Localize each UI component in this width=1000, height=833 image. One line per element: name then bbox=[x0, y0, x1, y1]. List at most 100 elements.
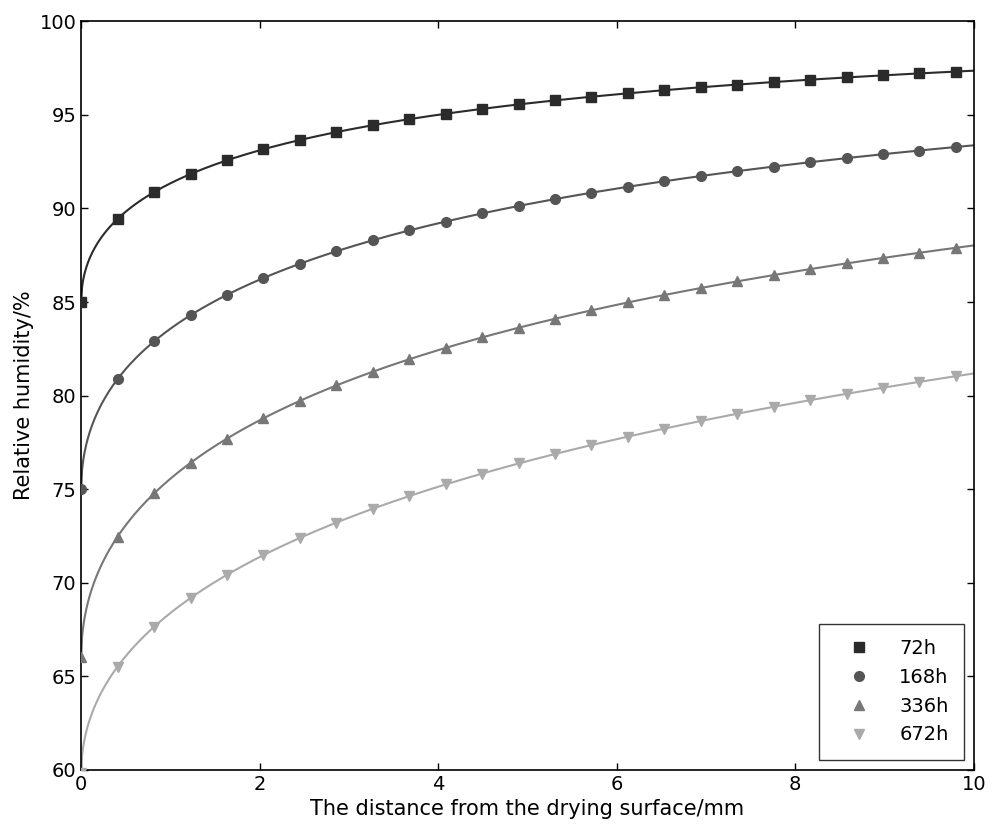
672h bbox=[585, 440, 597, 450]
672h bbox=[185, 593, 197, 603]
672h bbox=[804, 395, 816, 405]
672h bbox=[877, 382, 889, 392]
72h bbox=[367, 120, 379, 130]
72h bbox=[513, 99, 525, 109]
672h bbox=[476, 469, 488, 479]
336h bbox=[731, 277, 743, 287]
168h bbox=[513, 201, 525, 211]
168h bbox=[257, 273, 269, 283]
672h bbox=[622, 431, 634, 441]
672h bbox=[367, 504, 379, 514]
168h bbox=[695, 171, 707, 181]
168h bbox=[440, 217, 452, 227]
672h bbox=[913, 377, 925, 387]
Legend: 72h, 168h, 336h, 672h: 72h, 168h, 336h, 672h bbox=[819, 624, 964, 760]
168h bbox=[731, 166, 743, 176]
168h bbox=[768, 162, 780, 172]
72h bbox=[148, 187, 160, 197]
168h bbox=[622, 182, 634, 192]
Y-axis label: Relative humidity/%: Relative humidity/% bbox=[14, 291, 34, 501]
336h bbox=[257, 413, 269, 423]
336h bbox=[367, 367, 379, 377]
672h bbox=[950, 372, 962, 382]
672h bbox=[403, 491, 415, 501]
168h bbox=[950, 142, 962, 152]
Line: 336h: 336h bbox=[76, 243, 961, 662]
336h bbox=[804, 264, 816, 274]
672h bbox=[330, 517, 342, 527]
X-axis label: The distance from the drying surface/mm: The distance from the drying surface/mm bbox=[310, 799, 745, 819]
336h bbox=[622, 297, 634, 307]
336h bbox=[585, 306, 597, 316]
168h bbox=[841, 153, 853, 163]
72h bbox=[112, 214, 124, 224]
168h bbox=[221, 290, 233, 300]
168h bbox=[75, 484, 87, 494]
72h bbox=[221, 155, 233, 165]
336h bbox=[221, 434, 233, 444]
72h bbox=[330, 127, 342, 137]
672h bbox=[294, 533, 306, 543]
72h bbox=[622, 88, 634, 98]
168h bbox=[148, 337, 160, 347]
672h bbox=[148, 621, 160, 631]
336h bbox=[768, 270, 780, 280]
72h bbox=[731, 80, 743, 90]
72h bbox=[257, 144, 269, 154]
72h bbox=[403, 114, 415, 124]
336h bbox=[148, 488, 160, 498]
168h bbox=[476, 208, 488, 218]
336h bbox=[440, 343, 452, 353]
336h bbox=[877, 253, 889, 263]
72h bbox=[658, 85, 670, 95]
168h bbox=[403, 226, 415, 236]
672h bbox=[658, 424, 670, 434]
Line: 168h: 168h bbox=[76, 142, 961, 494]
336h bbox=[913, 247, 925, 257]
336h bbox=[185, 458, 197, 468]
72h bbox=[695, 82, 707, 92]
168h bbox=[330, 247, 342, 257]
336h bbox=[403, 354, 415, 364]
168h bbox=[367, 235, 379, 245]
168h bbox=[294, 259, 306, 269]
672h bbox=[440, 480, 452, 490]
672h bbox=[75, 768, 87, 778]
336h bbox=[841, 258, 853, 268]
72h bbox=[804, 75, 816, 85]
168h bbox=[877, 149, 889, 159]
672h bbox=[768, 402, 780, 412]
Line: 672h: 672h bbox=[76, 372, 961, 778]
168h bbox=[185, 310, 197, 320]
336h bbox=[294, 396, 306, 406]
168h bbox=[585, 187, 597, 197]
672h bbox=[731, 409, 743, 419]
72h bbox=[294, 135, 306, 145]
72h bbox=[950, 67, 962, 77]
72h bbox=[185, 169, 197, 179]
168h bbox=[549, 194, 561, 204]
336h bbox=[513, 322, 525, 332]
72h bbox=[913, 68, 925, 78]
336h bbox=[330, 381, 342, 391]
672h bbox=[695, 416, 707, 426]
72h bbox=[476, 104, 488, 114]
72h bbox=[585, 92, 597, 102]
672h bbox=[841, 389, 853, 399]
336h bbox=[695, 283, 707, 293]
Line: 72h: 72h bbox=[76, 67, 961, 307]
336h bbox=[112, 531, 124, 541]
672h bbox=[221, 570, 233, 580]
336h bbox=[476, 332, 488, 342]
672h bbox=[549, 449, 561, 459]
72h bbox=[75, 297, 87, 307]
336h bbox=[658, 290, 670, 300]
336h bbox=[950, 242, 962, 252]
672h bbox=[513, 458, 525, 468]
336h bbox=[75, 652, 87, 662]
168h bbox=[112, 374, 124, 384]
168h bbox=[913, 146, 925, 156]
336h bbox=[549, 314, 561, 324]
672h bbox=[257, 550, 269, 560]
72h bbox=[440, 109, 452, 119]
